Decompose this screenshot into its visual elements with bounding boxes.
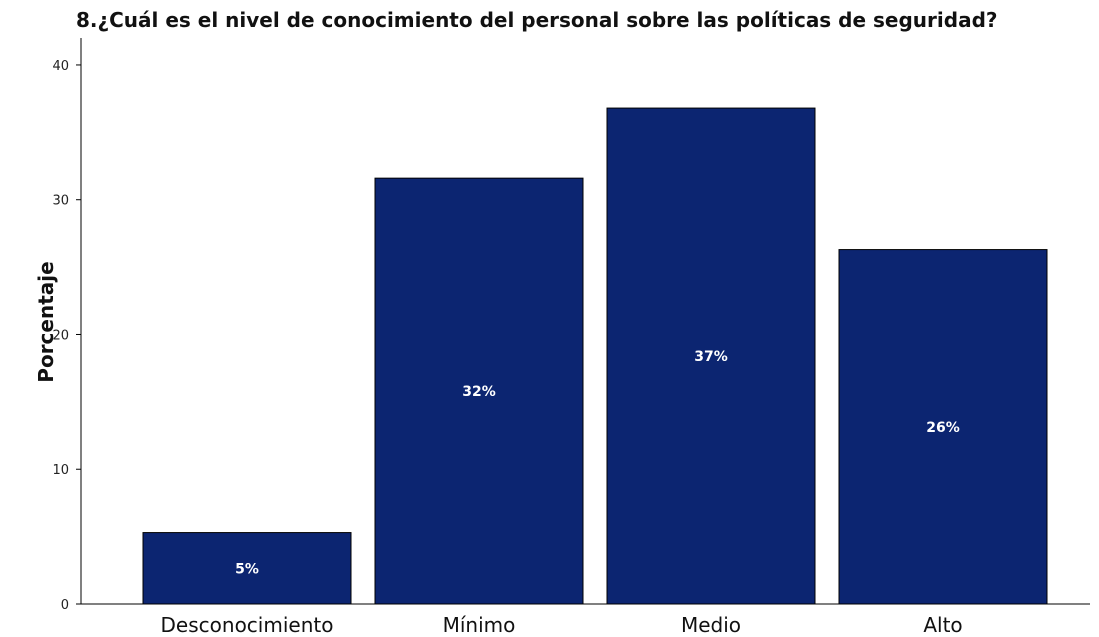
x-category-label-2: Medio xyxy=(681,613,741,637)
y-axis-ticks: 0 10 20 30 40 xyxy=(52,59,81,613)
bar-2 xyxy=(606,107,816,605)
y-tick-label-2: 20 xyxy=(52,328,69,343)
bar-0 xyxy=(142,532,352,605)
y-tick-label-0: 0 xyxy=(61,598,69,613)
x-category-label-0: Desconocimiento xyxy=(161,613,334,637)
bar-data-label-0: 5% xyxy=(235,561,259,577)
x-category-label-3: Alto xyxy=(923,613,962,637)
y-tick-label-3: 30 xyxy=(52,194,69,209)
x-category-label-1: Mínimo xyxy=(443,613,516,637)
bar-data-labels: 5% 32% 37% 26% xyxy=(235,349,960,577)
y-tick-label-1: 10 xyxy=(52,463,69,478)
bar-1 xyxy=(374,177,584,605)
bars xyxy=(142,107,1048,605)
chart-title: 8.¿Cuál es el nivel de conocimiento del … xyxy=(76,8,998,32)
bar-data-label-3: 26% xyxy=(926,420,960,436)
y-axis-label: Porcentaje xyxy=(34,261,58,382)
bar-data-label-1: 32% xyxy=(462,384,496,400)
y-tick-label-4: 40 xyxy=(52,59,69,74)
bar-data-label-2: 37% xyxy=(694,349,728,365)
x-axis-labels: Desconocimiento Mínimo Medio Alto xyxy=(161,613,963,637)
bar-3 xyxy=(838,249,1048,605)
